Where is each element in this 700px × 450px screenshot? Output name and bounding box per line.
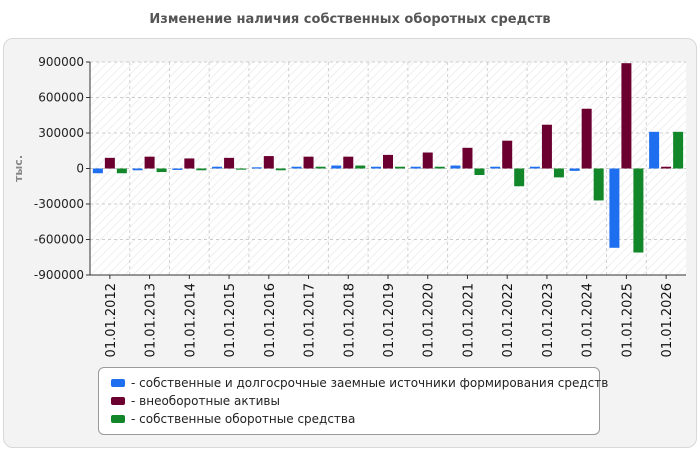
legend-swatch xyxy=(111,379,125,387)
bar xyxy=(569,168,580,171)
bar xyxy=(450,165,461,169)
bar xyxy=(236,168,247,170)
bar xyxy=(529,166,540,169)
bar xyxy=(144,156,155,169)
legend-label: - внеоборотные активы xyxy=(131,394,280,408)
bar xyxy=(673,131,684,169)
y-tick-label: 0 xyxy=(76,162,84,176)
x-tick-label: 01.01.2019 xyxy=(382,283,397,357)
bar xyxy=(224,157,235,169)
legend-swatch xyxy=(111,397,125,405)
bar xyxy=(303,156,314,169)
bar xyxy=(633,168,644,253)
legend-label: - собственные оборотные средства xyxy=(131,412,356,426)
bar xyxy=(661,166,672,169)
bar xyxy=(462,147,473,169)
bar xyxy=(184,158,195,169)
bar xyxy=(116,168,127,174)
bar xyxy=(553,168,564,178)
bar xyxy=(132,168,143,171)
bar xyxy=(331,165,342,169)
x-tick-label: 01.01.2017 xyxy=(303,283,318,357)
y-axis-label: тыс. xyxy=(12,155,25,182)
bar xyxy=(212,166,223,169)
legend: - собственные и долгосрочные заемные ист… xyxy=(98,367,608,435)
bar xyxy=(410,166,421,169)
bar xyxy=(474,168,485,176)
bar xyxy=(251,167,262,169)
bar xyxy=(541,124,552,169)
x-tick-label: 01.01.2014 xyxy=(183,283,198,357)
chart-title: Изменение наличия собственных оборотных … xyxy=(149,12,551,27)
x-tick-label: 01.01.2015 xyxy=(223,283,238,357)
x-tick-label: 01.01.2018 xyxy=(342,283,357,357)
legend-entry: - внеоборотные активы xyxy=(111,393,280,409)
bar xyxy=(156,168,167,173)
y-tick-label: 600000 xyxy=(38,91,84,105)
bar xyxy=(355,165,366,169)
bar xyxy=(315,166,326,169)
bar xyxy=(275,168,286,171)
bar xyxy=(422,152,433,169)
x-tick-label: 01.01.2013 xyxy=(144,283,159,357)
y-tick-label: -300000 xyxy=(34,197,84,211)
y-tick-label: 300000 xyxy=(38,126,84,140)
legend-swatch xyxy=(111,415,125,423)
bar xyxy=(371,166,381,169)
x-tick-label: 01.01.2026 xyxy=(660,283,675,357)
bar xyxy=(263,156,274,169)
x-tick-label: 01.01.2022 xyxy=(501,283,516,357)
x-tick-label: 01.01.2025 xyxy=(620,283,635,357)
x-tick-label: 01.01.2016 xyxy=(263,283,278,357)
bar xyxy=(291,166,302,169)
bar xyxy=(502,140,513,169)
y-tick-label: 900000 xyxy=(38,55,84,69)
bar xyxy=(343,156,354,169)
bar xyxy=(196,168,207,171)
x-tick-label: 01.01.2024 xyxy=(581,283,596,357)
bar xyxy=(514,168,525,187)
y-tick-label: -600000 xyxy=(34,233,84,247)
legend-entry: - собственные и долгосрочные заемные ист… xyxy=(111,375,608,391)
bar xyxy=(593,168,604,201)
y-tick-label: -900000 xyxy=(34,268,84,282)
x-tick-label: 01.01.2021 xyxy=(461,283,476,357)
x-tick-label: 01.01.2020 xyxy=(422,283,437,357)
bar xyxy=(395,166,405,169)
bar xyxy=(649,131,660,169)
bar xyxy=(104,157,115,169)
x-tick-label: 01.01.2012 xyxy=(104,283,119,357)
bar xyxy=(383,154,393,169)
bar xyxy=(609,168,620,248)
bar xyxy=(434,166,445,169)
bar xyxy=(621,63,632,169)
legend-label: - собственные и долгосрочные заемные ист… xyxy=(131,376,609,390)
bar xyxy=(581,108,592,169)
bar xyxy=(92,168,103,174)
legend-entry: - собственные оборотные средства xyxy=(111,411,355,427)
bar xyxy=(490,166,501,169)
x-tick-label: 01.01.2023 xyxy=(541,283,556,357)
bar xyxy=(172,168,183,170)
